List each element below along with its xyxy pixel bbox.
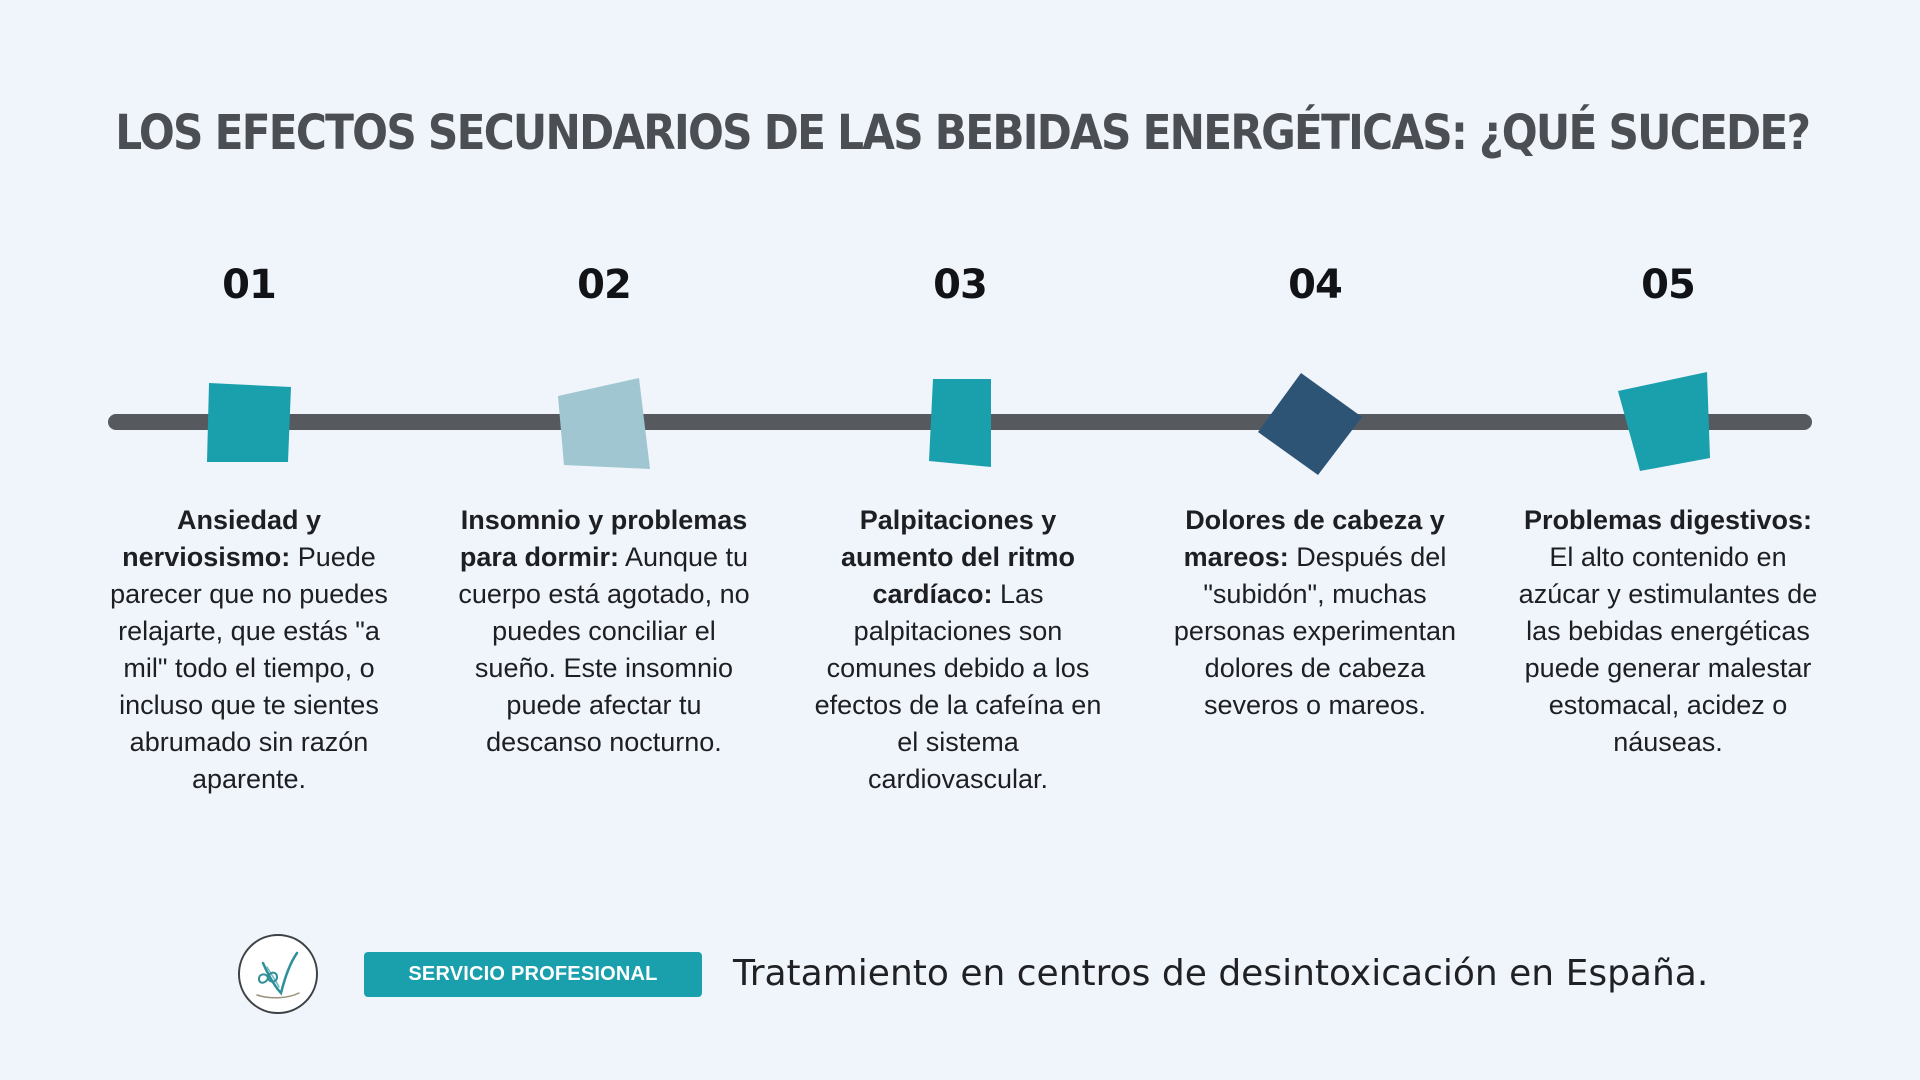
step-marker-3 (924, 376, 1000, 472)
step-heading: Ansiedad y nerviosismo: (122, 505, 322, 572)
page-title: LOS EFECTOS SECUNDARIOS DE LAS BEBIDAS E… (115, 105, 1811, 161)
step-marker-2 (552, 374, 662, 474)
step-number-4: 04 (1288, 262, 1343, 308)
step-heading: Insomnio y problemas para dormir: (459, 505, 748, 572)
service-badge: SERVICIO PROFESIONAL (364, 952, 702, 997)
step-description-3: Palpitaciones y aumento del ritmo cardía… (808, 502, 1108, 798)
step-text: Aunque tu cuerpo está agotado, no puedes… (458, 542, 750, 757)
step-number-5: 05 (1641, 262, 1696, 308)
footer-tagline: Tratamiento en centros de desintoxicació… (733, 953, 1709, 994)
step-number-2: 02 (577, 262, 632, 308)
step-number-1: 01 (222, 262, 277, 308)
step-text: Puede parecer que no puedes relajarte, q… (110, 542, 388, 794)
step-marker-5 (1614, 368, 1714, 474)
step-number-3: 03 (933, 262, 988, 308)
step-marker-1 (200, 378, 300, 468)
step-description-2: Insomnio y problemas para dormir: Aunque… (454, 502, 754, 761)
step-heading: Dolores de cabeza y mareos: (1183, 505, 1445, 572)
step-text: Después del "subidón", muchas personas e… (1173, 542, 1457, 720)
step-heading: Problemas digestivos: (1523, 505, 1813, 535)
marker-shape (1258, 373, 1362, 475)
marker-shape (929, 379, 991, 467)
step-description-5: Problemas digestivos: El alto contenido … (1518, 502, 1818, 761)
logo-icon (237, 933, 319, 1015)
marker-shape (558, 378, 650, 469)
step-text: Las palpitaciones son comunes debido a l… (814, 579, 1102, 794)
marker-shape (207, 383, 291, 462)
step-description-4: Dolores de cabeza y mareos: Después del … (1165, 502, 1465, 724)
step-text: El alto contenido en azúcar y estimulant… (1518, 542, 1818, 757)
step-heading: Palpitaciones y aumento del ritmo cardía… (840, 505, 1076, 609)
step-description-1: Ansiedad y nerviosismo: Puede parecer qu… (99, 502, 399, 798)
step-marker-4 (1254, 370, 1366, 480)
marker-shape (1618, 372, 1710, 471)
